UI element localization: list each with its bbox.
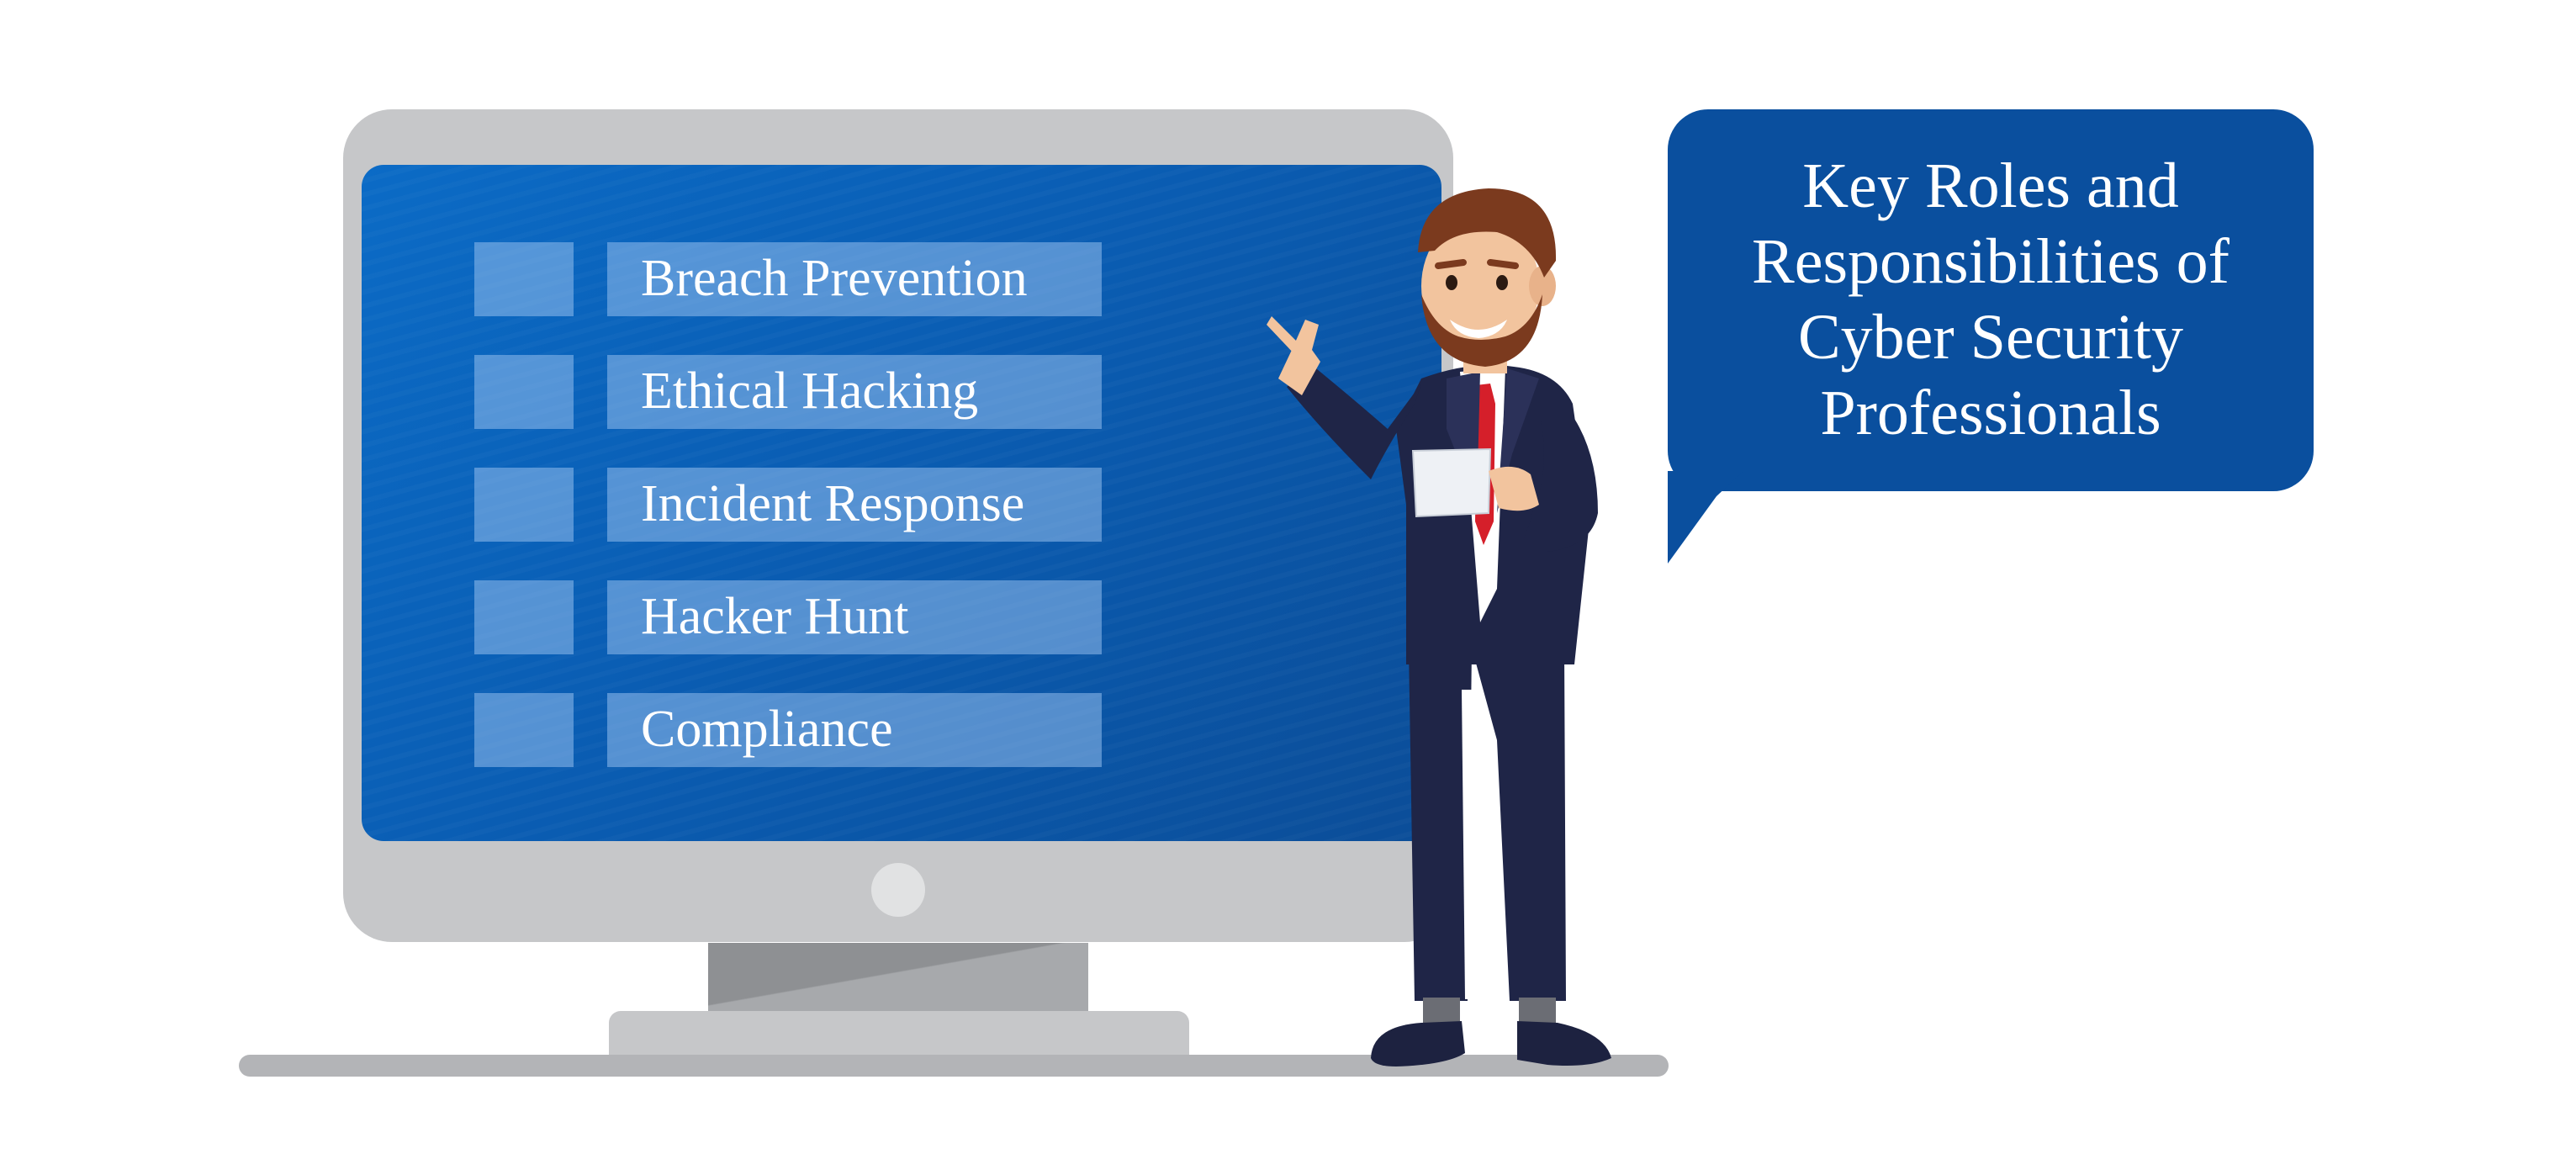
speech-bubble-tail — [1668, 471, 1743, 564]
menu-item-checkbox — [474, 580, 574, 654]
menu-item: Ethical Hacking — [474, 355, 1102, 429]
bubble-line: Responsibilities of — [1752, 226, 2230, 297]
trousers — [1409, 648, 1566, 1001]
menu-item-checkbox — [474, 693, 574, 767]
speech-bubble-title: Key Roles and Responsibilities of Cyber … — [1668, 148, 2314, 451]
pointing-arm — [1287, 365, 1421, 479]
menu-item-label: Hacker Hunt — [641, 588, 909, 645]
bubble-line: Professionals — [1820, 378, 2161, 448]
monitor-neck — [708, 943, 1088, 1014]
menu-item: Incident Response — [474, 468, 1102, 542]
menu-item-label-box: Ethical Hacking — [607, 355, 1102, 429]
menu-item: Compliance — [474, 693, 1102, 767]
menu-item: Breach Prevention — [474, 242, 1102, 316]
bubble-line: Key Roles and — [1802, 151, 2179, 221]
menu-item-label: Breach Prevention — [641, 250, 1028, 307]
businessman-illustration — [1267, 188, 1611, 1066]
menu-item-label: Incident Response — [641, 475, 1025, 532]
holding-arm — [1524, 395, 1598, 552]
bubble-line: Cyber Security — [1797, 302, 2183, 373]
menu-item-label-box: Hacker Hunt — [607, 580, 1102, 654]
hair — [1418, 188, 1557, 278]
menu-item-label-box: Breach Prevention — [607, 242, 1102, 316]
speech-bubble — [1668, 109, 2314, 491]
monitor-power-button — [871, 863, 925, 917]
menu-item-label: Ethical Hacking — [641, 363, 979, 420]
head — [1418, 188, 1557, 367]
menu-item: Hacker Hunt — [474, 580, 1102, 654]
beard — [1421, 294, 1542, 367]
menu-item-checkbox — [474, 355, 574, 429]
menu-item-label-box: Incident Response — [607, 468, 1102, 542]
menu-item-checkbox — [474, 468, 574, 542]
menu-item-label-box: Compliance — [607, 693, 1102, 767]
right-shoe — [1517, 1021, 1611, 1066]
monitor-base — [609, 1011, 1189, 1056]
tablet — [1411, 447, 1492, 518]
left-shoe — [1371, 1021, 1465, 1066]
menu-item-label: Compliance — [641, 701, 893, 758]
menu-item-checkbox — [474, 242, 574, 316]
